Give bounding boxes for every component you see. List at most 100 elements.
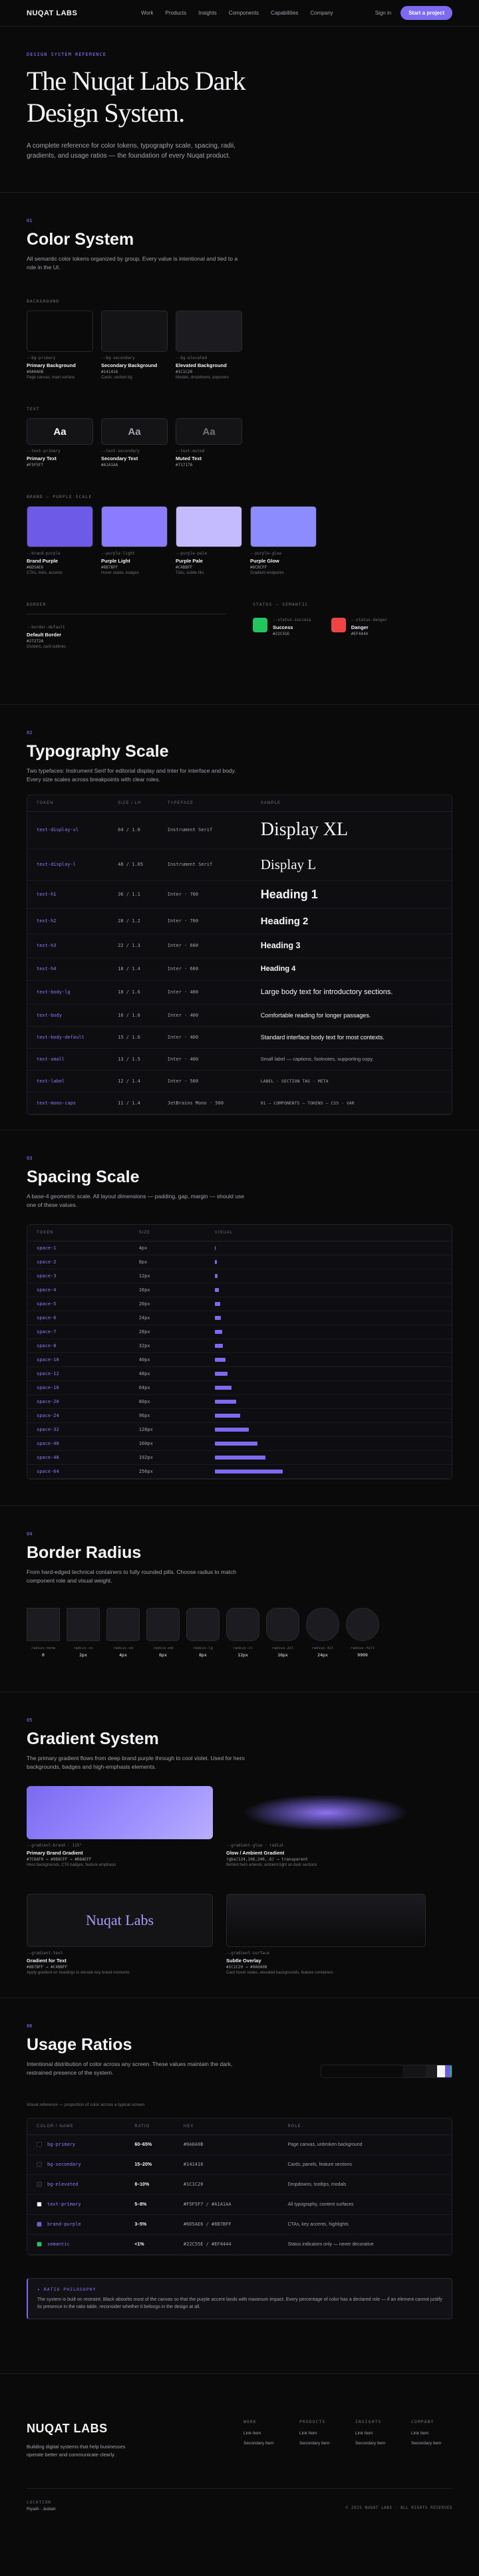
hex: #1C1C20 — [174, 2174, 279, 2195]
footer-link[interactable]: Link Item — [355, 2431, 373, 2436]
size: 192px — [129, 1450, 206, 1465]
footer: NUQAT LABS Building digital systems that … — [0, 2374, 479, 2576]
token: radius-2xl — [271, 1646, 294, 1650]
swatch-grid: --brand-purple Brand Purple #6D5AE6 CTAs, l… — [27, 506, 452, 575]
token: space-10 — [27, 1352, 130, 1367]
location: LOCATION Riyadh · Jeddah — [27, 2500, 56, 2512]
swatch-note: Cards, section bg — [101, 376, 132, 380]
visual — [205, 1283, 452, 1297]
token: space-7 — [27, 1325, 130, 1339]
sign-in[interactable]: Sign in — [375, 10, 392, 16]
ratio-segment — [437, 2065, 446, 2077]
table-card: COLOR / NAME RATIO HEX ROLE bg-primary 60–65%… — [27, 2118, 452, 2255]
group-label: STATUS — SEMANTIC — [253, 602, 309, 607]
token: text-small — [27, 1048, 109, 1071]
radius-item: radius-full 9999 — [346, 1608, 379, 1658]
nav-link[interactable]: Components — [228, 10, 259, 16]
swatch-note: Page canvas, main surface — [27, 376, 75, 380]
token: space-2 — [27, 1255, 130, 1269]
size: 128px — [129, 1422, 206, 1437]
radius-value: 16px — [277, 1652, 288, 1658]
size: 13 / 1.5 — [108, 1048, 158, 1071]
footer-link[interactable]: Link Item — [243, 2431, 261, 2436]
token: space-16 — [27, 1380, 130, 1395]
nav-link[interactable]: Capabilities — [271, 10, 299, 16]
table-head: TOKEN SIZE VISUAL — [27, 1225, 452, 1241]
stops: #1C1C20 → #0A0A0B — [226, 1965, 267, 1970]
token: --gradient-brand · 135° — [27, 1843, 82, 1848]
token: radius-none — [31, 1646, 56, 1650]
footer-link[interactable]: Secondary Item — [243, 2441, 274, 2446]
visual — [205, 1366, 452, 1381]
column-header: TYPEFACE — [158, 795, 251, 812]
table-row: space-4 16px — [27, 1283, 452, 1297]
column-header: TOKEN — [27, 795, 109, 812]
table-head: TOKEN SIZE / LH TYPEFACE SAMPLE — [27, 795, 452, 812]
table-body: text-display-xl 64 / 1.0 Instrument Serif D… — [27, 811, 452, 1114]
swatch-name: Muted Text — [176, 455, 202, 461]
spacing-bar — [214, 1357, 226, 1362]
table-row: space-48 192px — [27, 1450, 452, 1465]
column-header: SAMPLE — [251, 795, 452, 812]
nav-link[interactable]: Insights — [198, 10, 217, 16]
spacing-bar — [214, 1371, 228, 1376]
name: brand-purple — [47, 2222, 81, 2227]
color-name: brand-purple — [27, 2214, 126, 2235]
gradient-preview — [27, 1786, 213, 1839]
token: --gradient-glow · radial — [226, 1843, 284, 1848]
size: 18 / 1.4 — [108, 958, 158, 981]
radius-item: radius-sm 4px — [106, 1608, 140, 1658]
radius-value: 0 — [42, 1652, 45, 1658]
stops: #8B7BFF → #C4BBFF — [27, 1965, 68, 1970]
border-name: Default Border — [27, 632, 62, 638]
status-group: STATUS — SEMANTIC --status-success Success… — [253, 575, 452, 649]
footer-link[interactable]: Secondary Item — [299, 2441, 330, 2446]
typeface: Inter · 600 — [158, 934, 251, 958]
gradients-section: 05 Gradient System The primary gradient fl… — [0, 1692, 479, 1998]
hex: #22C55E / #EF4444 — [174, 2234, 279, 2255]
nav-link[interactable]: Company — [310, 10, 333, 16]
section-title: Color System — [27, 230, 134, 249]
nav-link[interactable]: Work — [141, 10, 154, 16]
footer-column: COMPANY Link Item Secondary Item — [411, 2419, 467, 2451]
header-row: COLOR / NAME RATIO HEX ROLE — [27, 2119, 452, 2135]
hero-text: A complete reference for color tokens, t… — [27, 142, 236, 160]
section-desc: Intentional distribution of color across… — [27, 2061, 233, 2076]
swatch: --brand-purple Brand Purple #6D5AE6 CTAs, l… — [27, 506, 93, 575]
sample: Comfortable reading for longer passages. — [251, 1004, 452, 1027]
radius-value: 4px — [119, 1652, 127, 1658]
note-box: ✦ RATIO PHILOSOPHY The system is built on… — [27, 2277, 452, 2319]
footer-tagline: Building digital systems that help busin… — [27, 2444, 126, 2458]
token: space-3 — [27, 1269, 130, 1283]
typeface: Inter · 400 — [158, 1004, 251, 1027]
table-row: space-16 64px — [27, 1380, 452, 1395]
footer-link[interactable]: Link Item — [299, 2431, 317, 2436]
header-row: TOKEN SIZE / LH TYPEFACE SAMPLE — [27, 795, 452, 812]
cta-button[interactable]: Start a project — [400, 6, 452, 20]
hex: #A1A1AA — [101, 463, 118, 467]
section-number: 04 — [27, 1531, 33, 1537]
swatch: --purple-glow Purple Glow #8C8CFF Gradient … — [250, 506, 317, 575]
swatch-note: Modals, dropdowns, popovers — [176, 376, 230, 380]
spacing-bar — [214, 1413, 240, 1418]
token: text-label — [27, 1070, 109, 1093]
gradient-card: --gradient-brand · 135° Primary Brand Gra… — [27, 1786, 213, 1867]
group-label: BACKGROUND — [27, 299, 60, 304]
logo[interactable]: NUQAT LABS — [27, 9, 78, 17]
footer-link[interactable]: Link Item — [411, 2431, 429, 2436]
ratio-segment — [425, 2065, 438, 2077]
size: 48px — [129, 1366, 206, 1381]
column-header: VISUAL — [205, 1225, 452, 1241]
footer-link[interactable]: Secondary Item — [355, 2441, 386, 2446]
size: 28 / 1.2 — [108, 908, 158, 934]
border-note: Dividers, card outlines — [27, 645, 67, 649]
footer-columns: WORK Link Item Secondary Item PRODUCTS Link … — [243, 2419, 467, 2451]
nav-link[interactable]: Products — [165, 10, 187, 16]
table-row: text-mono-caps 11 / 1.4 JetBrains Mono · 5… — [27, 1092, 452, 1114]
status-name: Success — [273, 624, 293, 630]
footer-link[interactable]: Secondary Item — [411, 2441, 442, 2446]
sample: Small label — captions, footnotes, suppo… — [251, 1048, 452, 1071]
radius-box — [186, 1608, 220, 1641]
top-nav: NUQAT LABS Work Products Insights Components… — [0, 0, 479, 27]
color-name: bg-primary — [27, 2134, 126, 2155]
